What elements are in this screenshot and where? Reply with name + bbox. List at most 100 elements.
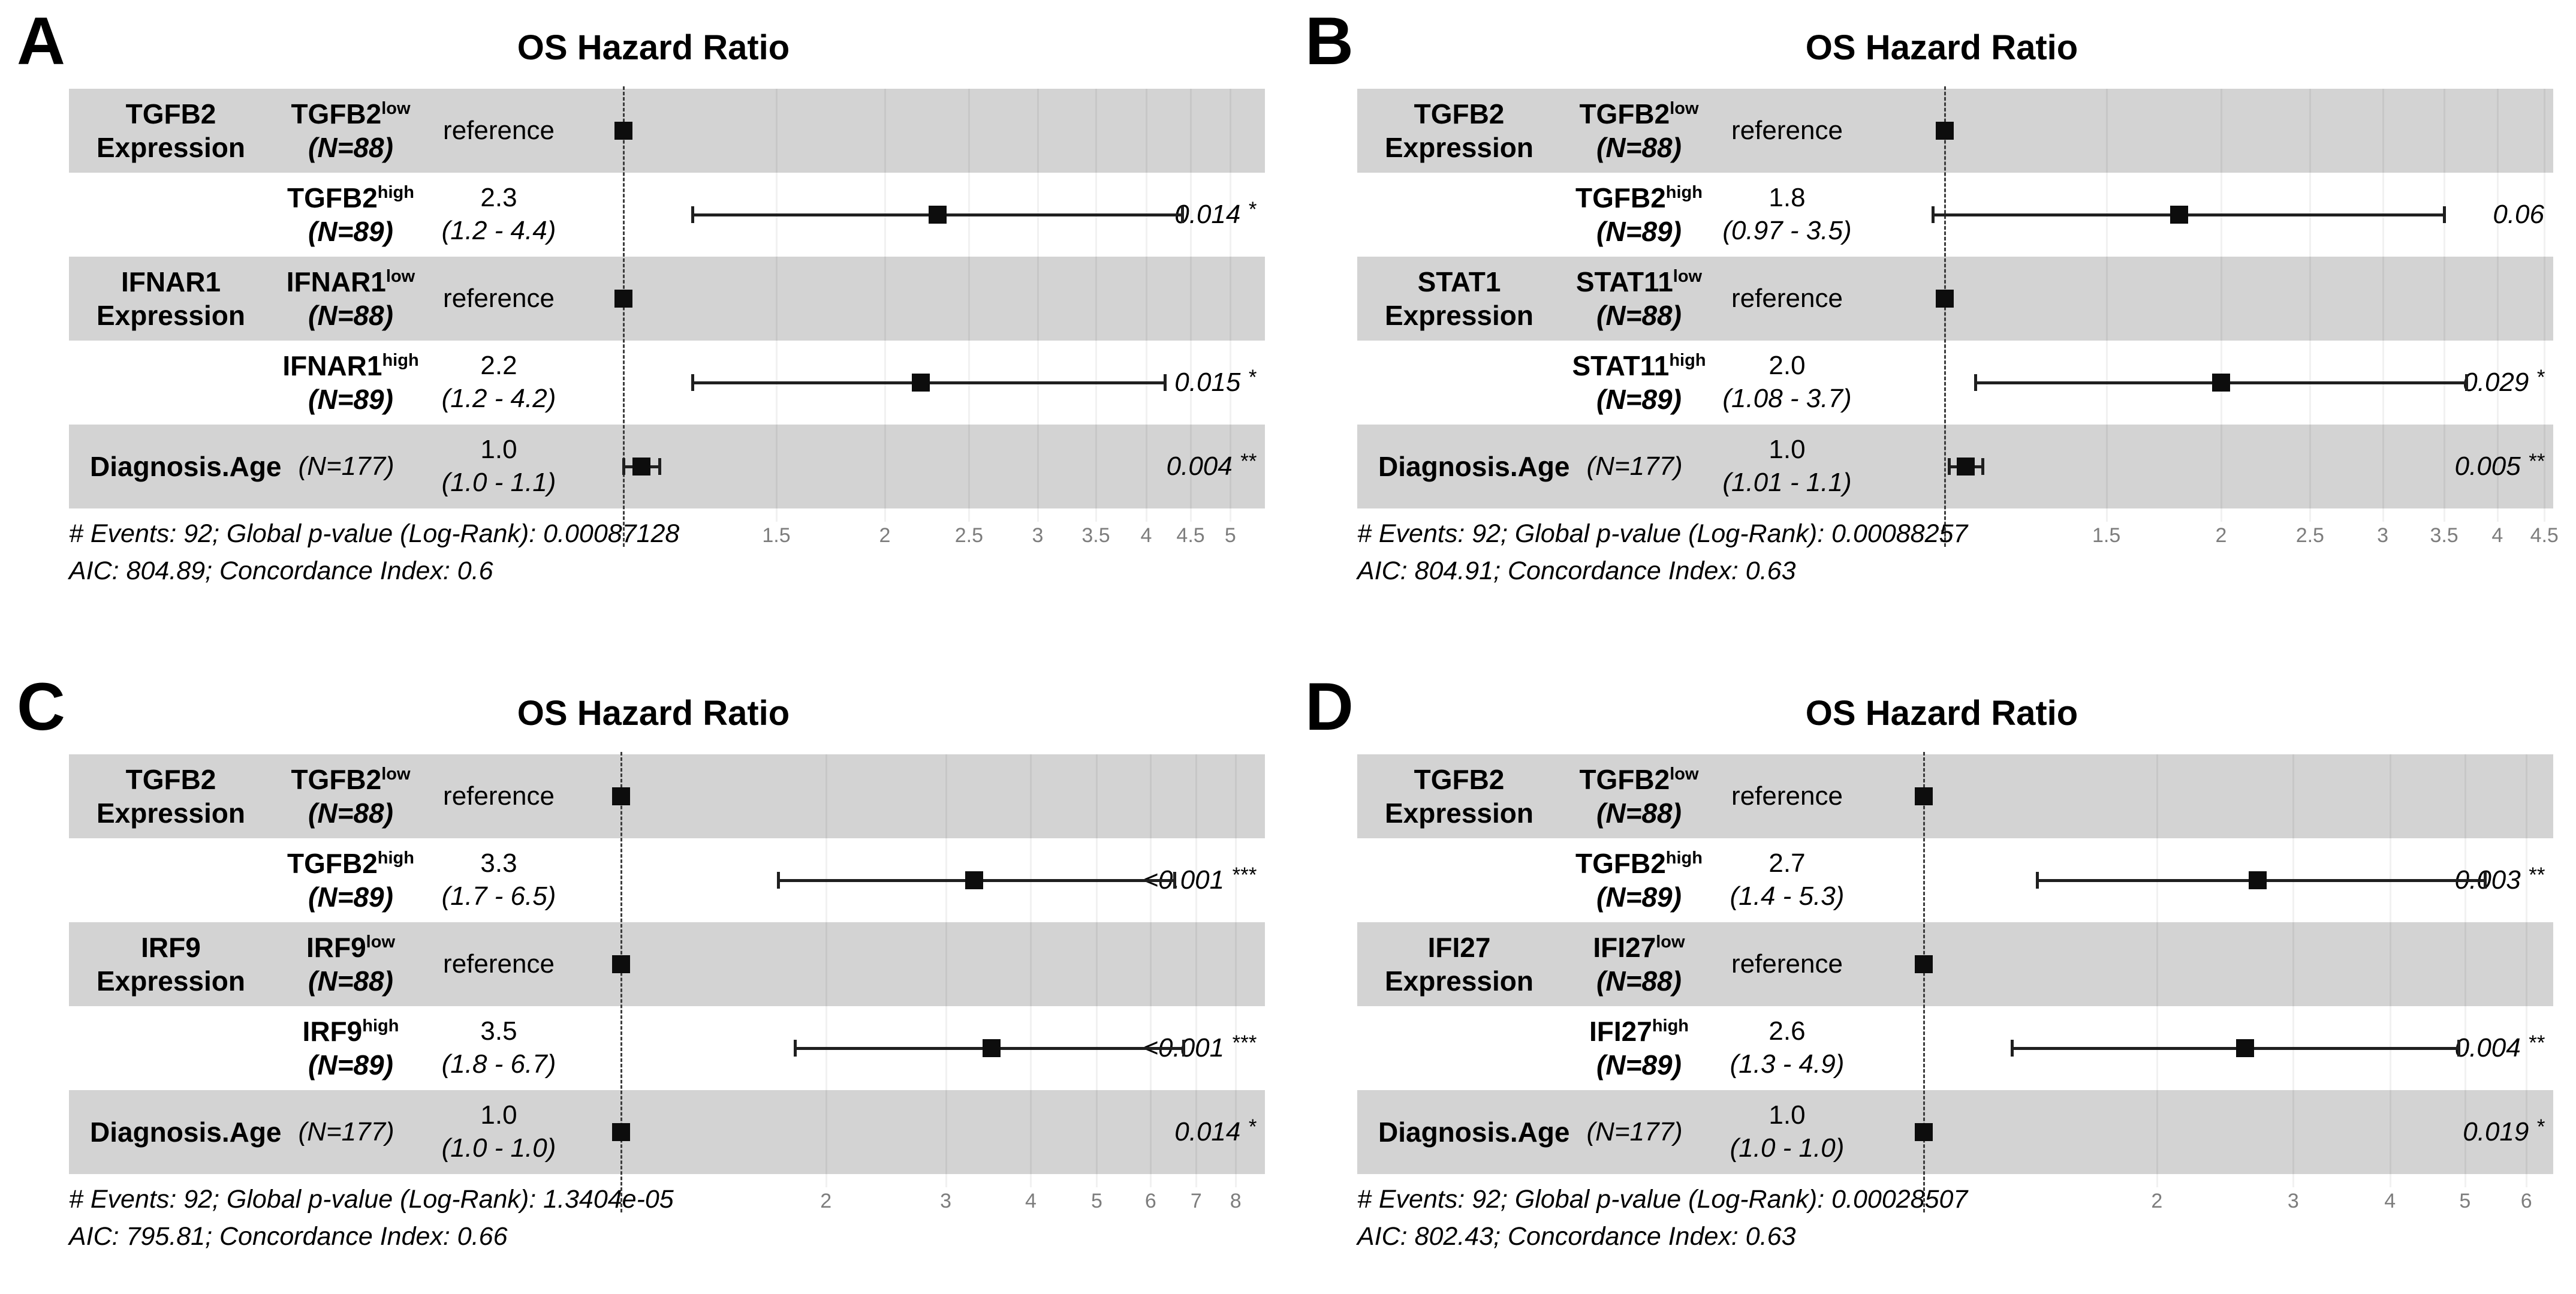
level-label: TGFB2low (N=88)	[1477, 754, 1801, 838]
estimate-value: 2.0	[1768, 351, 1806, 381]
significance-stars: *	[1248, 1115, 1256, 1139]
sample-size-label: (N=88)	[308, 965, 393, 997]
p-value-cell: 0.019 *	[2125, 1090, 2544, 1174]
ci-cap-left	[776, 872, 780, 889]
level-label: STAT11high (N=89)	[1477, 341, 1801, 425]
level-gene: TGFB2	[1579, 98, 1670, 130]
p-value-cell: 0.014 *	[836, 173, 1256, 257]
hazard-ratio-marker	[2249, 871, 2267, 889]
p-value: 0.015	[1174, 368, 1241, 397]
confidence-interval-text: (1.8 - 6.7)	[441, 1049, 556, 1079]
group-label-line: Expression	[97, 798, 245, 829]
estimate-value: 2.6	[1768, 1016, 1806, 1046]
axis-tick-label: 7	[1190, 1190, 1202, 1212]
footer-stats-line1: # Events: 92; Global p-value (Log-Rank):…	[1357, 519, 1968, 548]
level-label: TGFB2high (N=89)	[189, 838, 513, 922]
level-gene: IRF9	[306, 931, 366, 963]
group-label-line: IFI27	[1427, 931, 1491, 963]
estimate-cell: 1.0 (1.0 - 1.0)	[1655, 1090, 1919, 1174]
ci-cap-left	[793, 1040, 797, 1057]
estimate-cell: 1.0 (1.0 - 1.0)	[367, 1090, 631, 1174]
group-label-line: TGFB2	[125, 763, 216, 795]
sample-size-label: (N=88)	[1596, 798, 1682, 829]
variable-label: Diagnosis.Age (N=177)	[1378, 425, 1918, 508]
level-gene: TGFB2	[1579, 763, 1670, 795]
level-name: TGFB2high	[1575, 181, 1703, 215]
footer-stats-line2: AIC: 804.89; Concordance Index: 0.6	[69, 556, 493, 585]
hazard-ratio-marker	[928, 206, 947, 224]
significance-stars: *	[2536, 366, 2544, 389]
level-name: TGFB2high	[287, 847, 414, 880]
hazard-ratio-marker	[612, 787, 630, 805]
group-label-line: Expression	[97, 132, 245, 163]
reference-line	[620, 752, 622, 1212]
reference-line	[1944, 86, 1946, 547]
level-superscript: low	[381, 764, 411, 784]
p-value-cell: 0.029 *	[2125, 341, 2544, 425]
p-value-cell: 0.004 **	[836, 425, 1256, 508]
level-gene: IRF9	[302, 1015, 363, 1047]
axis-tick-label: 1.5	[2092, 524, 2121, 547]
hazard-ratio-marker	[1936, 290, 1954, 308]
ci-cap-left	[1974, 374, 1978, 391]
sample-size-label: (N=88)	[1596, 300, 1682, 331]
sample-size-label: (N=88)	[308, 132, 393, 163]
level-superscript: high	[1665, 848, 1703, 868]
panel-letter: A	[17, 4, 65, 79]
level-gene: STAT11	[1575, 266, 1673, 297]
level-label: STAT11low (N=88)	[1477, 257, 1801, 341]
table-row	[1357, 922, 2553, 1006]
ci-cap-right	[1163, 374, 1167, 391]
table-row	[1357, 89, 2553, 173]
variable-label: Diagnosis.Age (N=177)	[1378, 1090, 1918, 1174]
axis-tick-label: 6	[2520, 1190, 2532, 1212]
axis-tick-label: 3	[2287, 1190, 2299, 1212]
confidence-interval-text: (1.3 - 4.9)	[1730, 1049, 1845, 1079]
axis-tick-label: 8	[1230, 1190, 1242, 1212]
axis-gridline	[2309, 89, 2312, 522]
ci-cap-right	[1173, 872, 1176, 889]
level-superscript: low	[381, 98, 411, 118]
level-label: TGFB2low (N=88)	[1477, 89, 1801, 173]
axis-gridline	[884, 89, 886, 522]
hazard-ratio-marker	[911, 374, 930, 392]
panel-letter: C	[17, 669, 65, 744]
panel-title: OS Hazard Ratio	[517, 28, 790, 67]
estimate-cell: 1.0 (1.0 - 1.1)	[367, 425, 631, 508]
axis-gridline	[1030, 754, 1032, 1187]
sample-size-label: (N=177)	[1586, 452, 1683, 481]
axis-tick-label: 4.5	[2530, 524, 2559, 547]
level-superscript: high	[1652, 1016, 1689, 1036]
ci-cap-left	[2035, 872, 2039, 889]
ci-cap-left	[1947, 458, 1951, 475]
confidence-interval-text: (1.0 - 1.1)	[441, 468, 556, 497]
level-name: TGFB2low	[1579, 97, 1698, 131]
level-gene: TGFB2	[1575, 182, 1666, 213]
axis-gridline	[1145, 89, 1147, 522]
sample-size-label: (N=89)	[308, 1049, 393, 1081]
p-value-cell: 0.004 **	[2125, 1006, 2544, 1090]
sample-size-label: (N=89)	[1596, 384, 1682, 415]
hazard-ratio-marker	[965, 871, 983, 889]
significance-stars: **	[2527, 863, 2544, 887]
axis-tick-label: 1.5	[762, 524, 791, 547]
axis-gridline	[2496, 89, 2499, 522]
p-value: 0.004	[1166, 452, 1233, 481]
table-row	[69, 257, 1265, 341]
axis-gridline	[1235, 754, 1237, 1187]
level-name: TGFB2high	[1575, 847, 1703, 880]
p-value-cell: 0.015 *	[836, 341, 1256, 425]
level-superscript: high	[377, 182, 414, 202]
table-row	[1357, 1090, 2553, 1174]
sample-size-label: (N=177)	[298, 1117, 394, 1146]
axis-gridline	[2526, 754, 2528, 1187]
panel-title: OS Hazard Ratio	[1805, 28, 2078, 67]
hazard-ratio-marker	[2212, 374, 2230, 392]
p-value: 0.06	[2493, 200, 2544, 229]
axis-gridline	[2382, 89, 2384, 522]
variable-name: Diagnosis.Age	[90, 451, 282, 482]
group-label: TGFB2 Expression	[27, 89, 315, 173]
group-label-line: IFNAR1	[120, 266, 221, 297]
group-label: IFI27 Expression	[1315, 922, 1603, 1006]
sample-size-label: (N=88)	[308, 300, 393, 331]
